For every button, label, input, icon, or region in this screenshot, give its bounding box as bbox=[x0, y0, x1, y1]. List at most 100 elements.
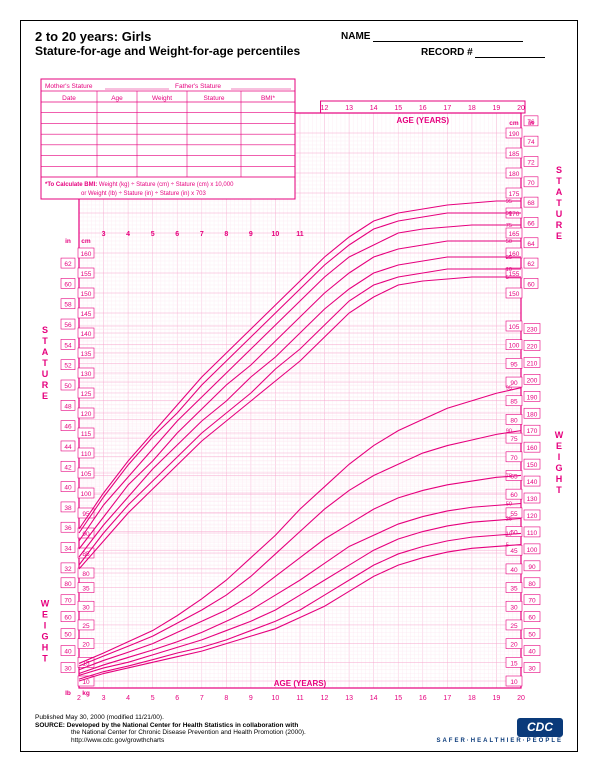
svg-text:70: 70 bbox=[527, 180, 535, 187]
svg-text:25: 25 bbox=[510, 623, 518, 630]
svg-text:45: 45 bbox=[510, 548, 518, 555]
svg-text:60: 60 bbox=[64, 281, 72, 288]
svg-text:80: 80 bbox=[64, 581, 72, 588]
svg-text:135: 135 bbox=[81, 351, 92, 358]
svg-text:30: 30 bbox=[82, 604, 90, 611]
svg-text:60: 60 bbox=[64, 615, 72, 622]
svg-text:190: 190 bbox=[509, 131, 520, 138]
svg-text:70: 70 bbox=[528, 598, 536, 605]
svg-text:120: 120 bbox=[527, 513, 538, 520]
svg-text:20: 20 bbox=[510, 642, 518, 649]
svg-text:I: I bbox=[44, 620, 47, 630]
svg-text:19: 19 bbox=[493, 695, 501, 702]
svg-text:S: S bbox=[42, 325, 48, 335]
svg-text:100: 100 bbox=[527, 547, 538, 554]
name-label: NAME bbox=[341, 31, 370, 42]
svg-text:115: 115 bbox=[81, 431, 92, 438]
svg-text:44: 44 bbox=[64, 444, 72, 451]
svg-text:210: 210 bbox=[527, 360, 538, 367]
name-blank[interactable] bbox=[373, 31, 523, 42]
svg-text:230: 230 bbox=[527, 327, 538, 334]
svg-text:180: 180 bbox=[509, 171, 520, 178]
svg-text:AGE (YEARS): AGE (YEARS) bbox=[397, 116, 450, 125]
svg-text:155: 155 bbox=[81, 271, 92, 278]
svg-text:160: 160 bbox=[527, 445, 538, 452]
svg-text:3: 3 bbox=[102, 231, 106, 238]
footer-src1: SOURCE: Developed by the National Center… bbox=[35, 722, 298, 729]
svg-text:R: R bbox=[42, 380, 49, 390]
svg-text:20: 20 bbox=[82, 642, 90, 649]
svg-text:175: 175 bbox=[509, 191, 520, 198]
svg-text:75: 75 bbox=[506, 473, 512, 479]
svg-text:20: 20 bbox=[517, 105, 525, 112]
svg-text:56: 56 bbox=[64, 322, 72, 329]
svg-text:*To Calculate BMI: Weight (kg): *To Calculate BMI: Weight (kg) ÷ Stature… bbox=[45, 182, 234, 188]
svg-text:95: 95 bbox=[506, 199, 512, 205]
svg-text:30: 30 bbox=[528, 666, 536, 673]
svg-text:62: 62 bbox=[64, 261, 72, 268]
svg-text:cm: cm bbox=[509, 120, 519, 127]
svg-text:6: 6 bbox=[175, 231, 179, 238]
svg-text:85: 85 bbox=[510, 399, 518, 406]
svg-text:75: 75 bbox=[506, 223, 512, 229]
svg-text:16: 16 bbox=[419, 105, 427, 112]
svg-text:95: 95 bbox=[506, 386, 512, 392]
svg-text:70: 70 bbox=[64, 598, 72, 605]
svg-text:200: 200 bbox=[527, 377, 538, 384]
svg-text:E: E bbox=[42, 391, 48, 401]
svg-text:10: 10 bbox=[506, 531, 512, 537]
svg-text:6: 6 bbox=[175, 695, 179, 702]
svg-text:AGE (YEARS): AGE (YEARS) bbox=[274, 679, 327, 688]
svg-text:T: T bbox=[556, 198, 562, 208]
svg-text:95: 95 bbox=[510, 361, 518, 368]
svg-text:25: 25 bbox=[506, 516, 512, 522]
svg-text:T: T bbox=[556, 176, 562, 186]
svg-text:140: 140 bbox=[81, 331, 92, 338]
svg-text:140: 140 bbox=[527, 479, 538, 486]
svg-text:W: W bbox=[41, 598, 50, 608]
svg-text:110: 110 bbox=[527, 530, 538, 537]
svg-text:16: 16 bbox=[419, 695, 427, 702]
svg-text:66: 66 bbox=[527, 220, 535, 227]
svg-text:25: 25 bbox=[506, 255, 512, 261]
svg-text:5: 5 bbox=[506, 275, 509, 281]
svg-text:64: 64 bbox=[527, 241, 535, 248]
svg-text:80: 80 bbox=[528, 581, 536, 588]
svg-text:Weight: Weight bbox=[152, 95, 172, 102]
svg-text:13: 13 bbox=[345, 695, 353, 702]
svg-text:kg: kg bbox=[82, 690, 90, 697]
cdc-block: CDC SAFER·HEALTHIER·PEOPLE bbox=[436, 718, 563, 745]
svg-text:165: 165 bbox=[509, 231, 520, 238]
svg-text:54: 54 bbox=[64, 342, 72, 349]
svg-text:4: 4 bbox=[126, 695, 130, 702]
svg-text:40: 40 bbox=[64, 485, 72, 492]
svg-text:5: 5 bbox=[151, 231, 155, 238]
svg-text:42: 42 bbox=[64, 464, 72, 471]
svg-text:36: 36 bbox=[64, 525, 72, 532]
svg-text:160: 160 bbox=[81, 251, 92, 258]
svg-text:40: 40 bbox=[528, 649, 536, 656]
svg-text:Date: Date bbox=[62, 95, 76, 102]
record-blank[interactable] bbox=[475, 47, 545, 58]
svg-text:T: T bbox=[42, 653, 48, 663]
svg-text:50: 50 bbox=[506, 502, 512, 508]
svg-text:40: 40 bbox=[510, 567, 518, 574]
svg-text:11: 11 bbox=[296, 231, 304, 238]
svg-text:50: 50 bbox=[64, 632, 72, 639]
svg-text:in: in bbox=[528, 120, 534, 127]
svg-text:15: 15 bbox=[394, 105, 402, 112]
svg-text:80: 80 bbox=[82, 571, 90, 578]
svg-text:50: 50 bbox=[528, 632, 536, 639]
svg-text:H: H bbox=[42, 642, 49, 652]
svg-text:62: 62 bbox=[527, 261, 535, 268]
svg-text:80: 80 bbox=[510, 417, 518, 424]
svg-text:10: 10 bbox=[272, 695, 280, 702]
svg-text:9: 9 bbox=[249, 231, 253, 238]
svg-text:or Weight (lb) ÷ Stature (in): or Weight (lb) ÷ Stature (in) ÷ Stature … bbox=[81, 191, 207, 197]
svg-text:25: 25 bbox=[82, 623, 90, 630]
record-label: RECORD # bbox=[421, 47, 473, 58]
svg-text:H: H bbox=[556, 474, 563, 484]
svg-text:35: 35 bbox=[510, 586, 518, 593]
svg-text:18: 18 bbox=[468, 695, 476, 702]
svg-text:in: in bbox=[65, 238, 71, 245]
